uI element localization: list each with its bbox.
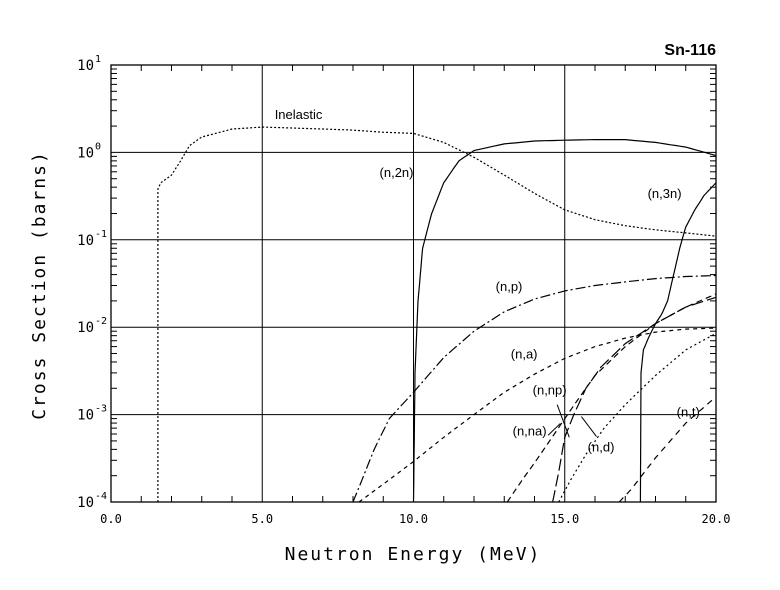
y-tick-label: 10 xyxy=(77,233,94,249)
series-line xyxy=(640,183,716,502)
series-label: (n,na) xyxy=(513,423,547,438)
series-label: (n,d) xyxy=(588,439,615,454)
y-tick-exponent: -1 xyxy=(95,229,107,240)
y-tick-exponent: -2 xyxy=(95,316,107,327)
label-leader-line xyxy=(581,417,596,437)
y-tick-label: 10 xyxy=(77,58,94,74)
series-label: (n,p) xyxy=(496,279,523,294)
x-tick-label: 0.0 xyxy=(100,512,122,526)
y-tick-exponent: -3 xyxy=(95,404,107,415)
x-axis-label: Neutron Energy (MeV) xyxy=(285,544,542,565)
series-label: (n,2n) xyxy=(380,165,414,180)
label-leader-line xyxy=(557,405,569,438)
grid-lines xyxy=(111,65,716,502)
series-label: Inelastic xyxy=(275,107,323,122)
series-label: (n,a) xyxy=(511,346,538,361)
y-tick-label: 10 xyxy=(77,145,94,161)
series-line xyxy=(553,297,716,502)
y-tick-label: 10 xyxy=(77,320,94,336)
y-tick-exponent: -4 xyxy=(95,491,107,502)
y-tick-label: 10 xyxy=(77,495,94,511)
y-tick-label: 10 xyxy=(77,408,94,424)
x-tick-label: 5.0 xyxy=(251,512,273,526)
y-tick-exponent: 0 xyxy=(95,141,101,152)
x-tick-label: 20.0 xyxy=(702,512,731,526)
series-label: (n,3n) xyxy=(648,186,682,201)
series-line xyxy=(619,397,716,502)
series-label: (n,t) xyxy=(677,405,700,420)
series-line xyxy=(507,294,716,502)
y-axis-label: Cross Section (barns) xyxy=(29,150,50,420)
series-lines xyxy=(158,127,716,502)
series-label: (n,np) xyxy=(533,382,567,397)
x-tick-label: 10.0 xyxy=(399,512,428,526)
x-tick-label: 15.0 xyxy=(550,512,579,526)
series-line xyxy=(158,127,716,502)
y-tick-exponent: 1 xyxy=(95,54,101,65)
chart-title: Sn-116 xyxy=(664,42,716,59)
cross-section-chart: 0.0 5.0 10.0 15.0 20.010-410-310-210-1100101… xyxy=(0,0,780,590)
